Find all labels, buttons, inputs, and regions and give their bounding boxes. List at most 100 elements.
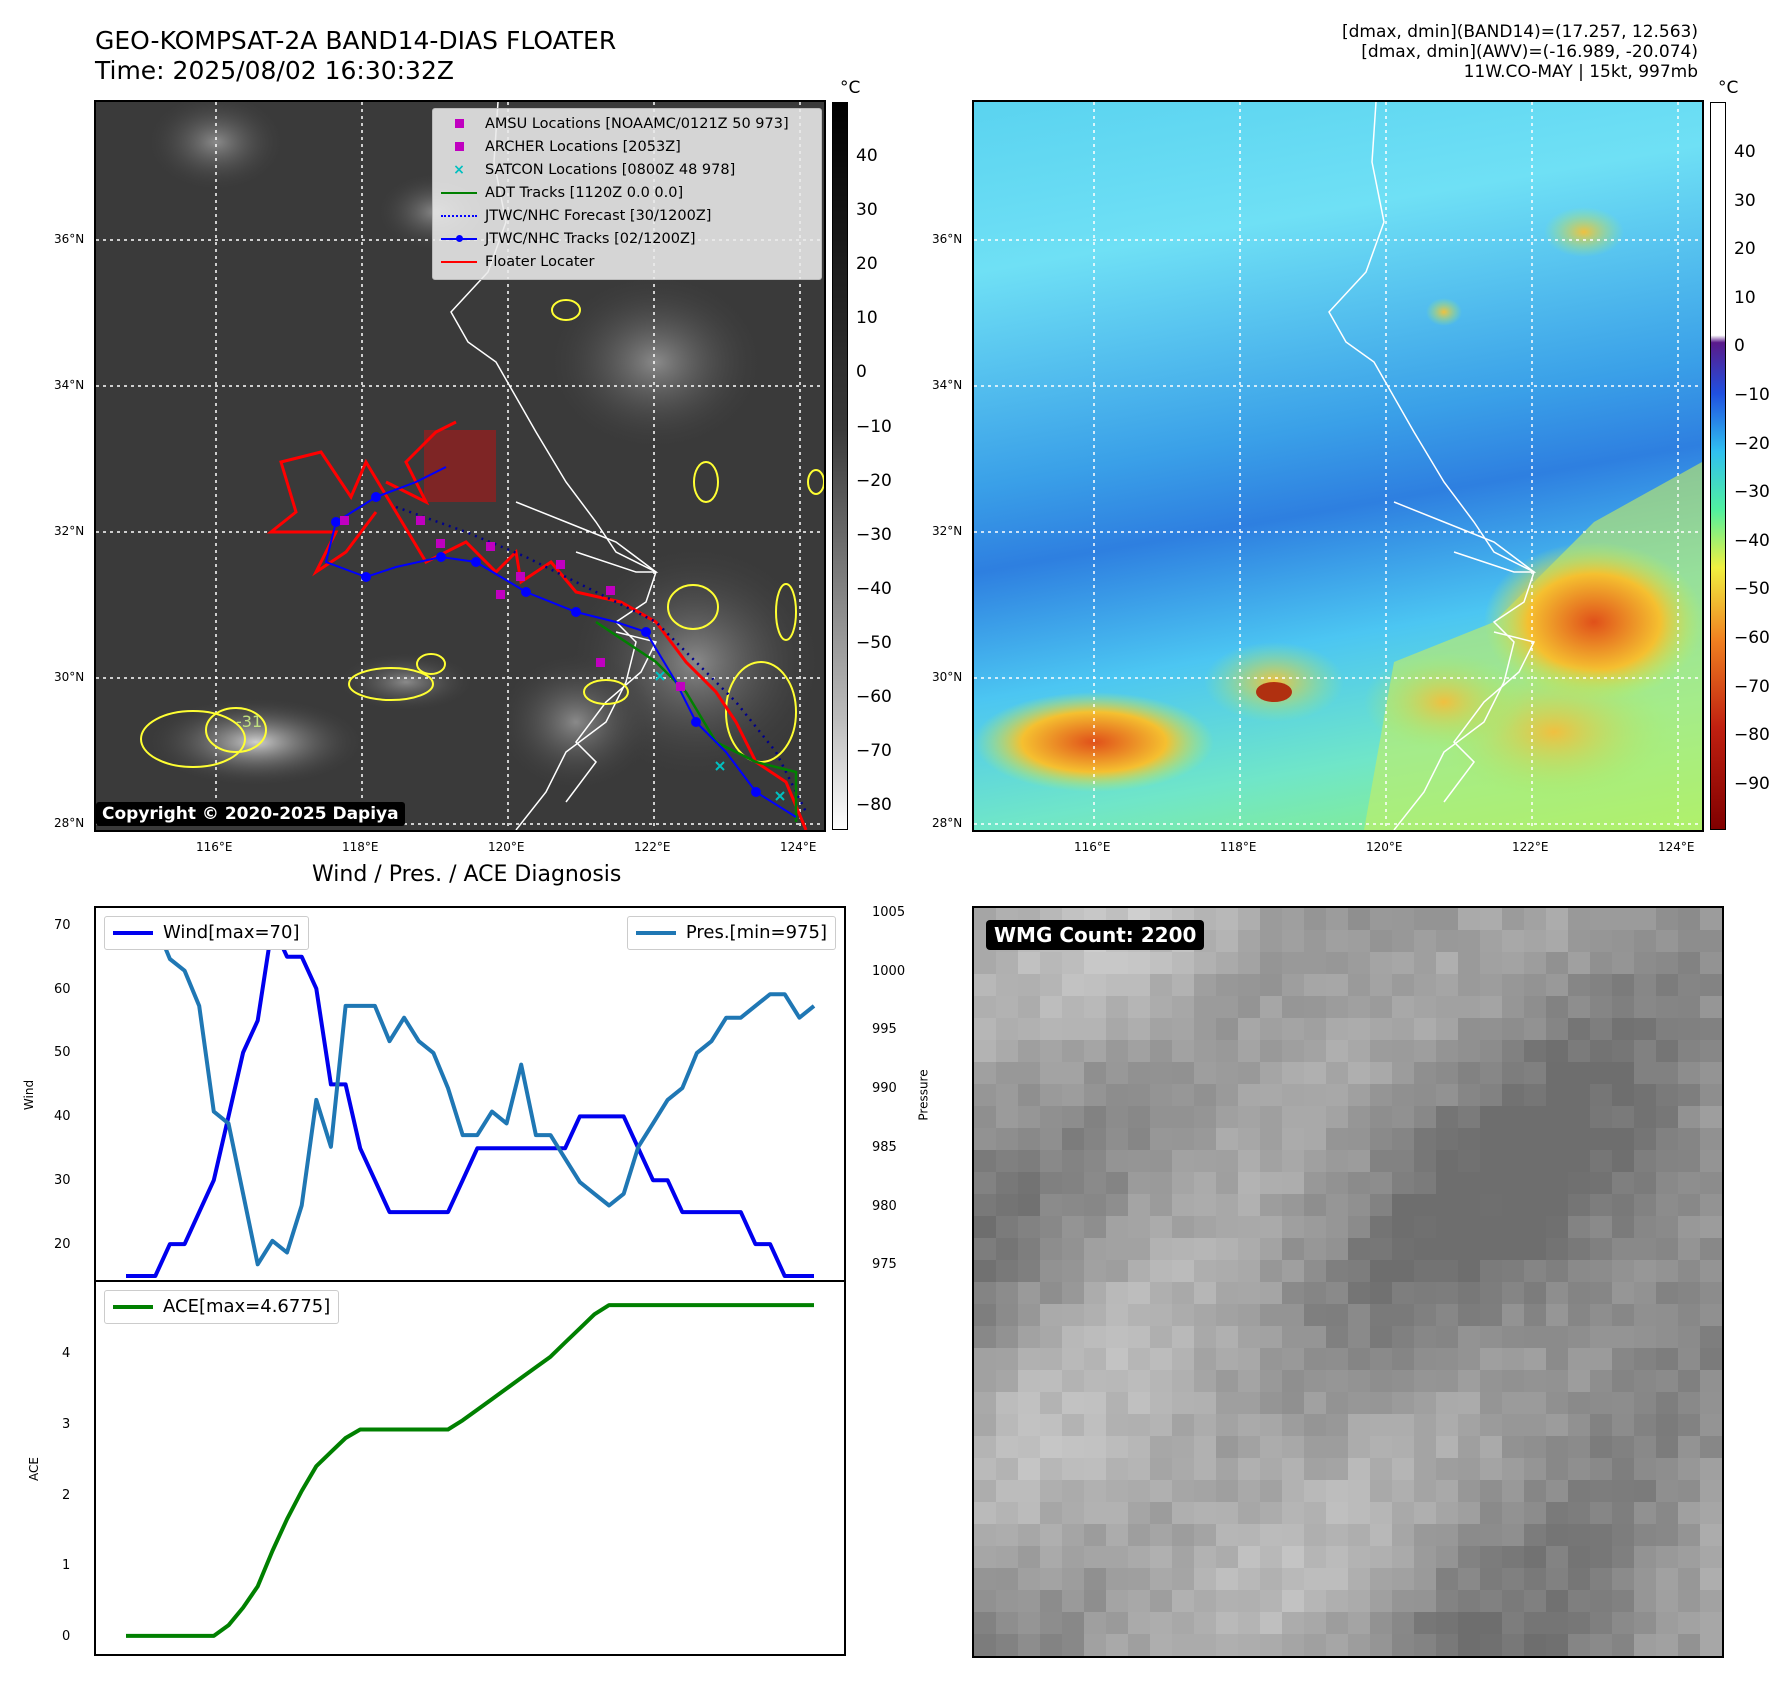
cbar-right-tick: −80: [1734, 725, 1770, 746]
cbar-right-tick: −40: [1734, 530, 1770, 551]
ace-tick: 4: [62, 1346, 71, 1362]
info-awv: [dmax, dmin](AWV)=(-16.989, -20.074): [1361, 42, 1698, 62]
wv-lon-tick-118: 118°E: [1220, 840, 1257, 854]
cbar-left-tick: −20: [856, 470, 892, 491]
figure-title: GEO-KOMPSAT-2A BAND14-DIAS FLOATER Time:…: [95, 26, 616, 86]
lat-tick-32: 32°N: [54, 524, 85, 538]
floater-locater: [266, 420, 808, 830]
legend-tracks: JTWC/NHC Tracks [02/1200Z]: [441, 229, 696, 249]
ir-map-panel: -31 AMSU Locations: [94, 100, 826, 832]
cbar-left-tick: −60: [856, 687, 892, 707]
contour-label: -31: [236, 712, 262, 731]
cbar-left-tick: −40: [856, 578, 892, 599]
cbar-left-unit: °C: [840, 78, 861, 98]
wv-lat-tick-34: 34°N: [932, 378, 963, 392]
floater-box: [424, 430, 496, 502]
ir-map: -31: [96, 102, 824, 830]
wind-tick: 30: [54, 1173, 71, 1189]
colorbar-right: [1710, 102, 1726, 830]
legend-floater: Floater Locater: [441, 252, 594, 272]
wmg-image: [974, 908, 1722, 1656]
wind-tick: 60: [54, 981, 71, 997]
wind-tick: 40: [54, 1109, 71, 1125]
satcon-locations: [655, 671, 785, 801]
cbar-right-tick: −30: [1734, 482, 1770, 503]
cold-cloud-contours: [140, 299, 824, 768]
wind-tick: 20: [54, 1237, 71, 1253]
wind-pressure-panel: Wind[max=70] Pres.[min=975]: [94, 906, 846, 1282]
wv-lat-tick-32: 32°N: [932, 524, 963, 538]
legend-adt: ADT Tracks [1120Z 0.0 0.0]: [441, 183, 683, 203]
wv-lat-tick-36: 36°N: [932, 232, 963, 246]
moisture-features: [974, 207, 1702, 830]
amsu-locations: [340, 516, 685, 691]
lon-tick-116: 116°E: [196, 840, 233, 854]
cbar-left-tick: 0: [856, 362, 867, 383]
wv-map-panel: [972, 100, 1704, 832]
lon-tick-118: 118°E: [342, 840, 379, 854]
cbar-right-unit: °C: [1718, 78, 1739, 98]
pressure-tick: 990: [872, 1081, 897, 1097]
wv-lon-tick-116: 116°E: [1074, 840, 1111, 854]
title-line-2: Time: 2025/08/02 16:30:32Z: [95, 56, 454, 85]
wv-map: [974, 102, 1702, 830]
ace-tick: 2: [62, 1487, 71, 1503]
cbar-right-tick: 30: [1734, 190, 1756, 211]
cbar-right-tick: −10: [1734, 385, 1770, 405]
wv-lon-tick-122: 122°E: [1512, 840, 1549, 854]
legend-archer: ARCHER Locations [2053Z]: [441, 137, 681, 157]
wv-lon-tick-120: 120°E: [1366, 840, 1403, 854]
copyright-label: Copyright © 2020-2025 Dapiya: [96, 802, 405, 826]
cbar-right-tick: 40: [1734, 142, 1756, 162]
ace-legend: ACE[max=4.6775]: [104, 1290, 340, 1324]
wind-pressure-plot: [126, 921, 816, 1278]
cbar-left-tick: −70: [856, 741, 892, 762]
cbar-left-tick: −30: [856, 524, 892, 545]
lat-tick-36: 36°N: [54, 232, 85, 246]
diagnosis-title: Wind / Pres. / ACE Diagnosis: [312, 862, 622, 887]
info-storm: 11W.CO-MAY | 15kt, 997mb: [1463, 62, 1698, 82]
adt-tracks: [595, 620, 798, 822]
wv-grid-lines: [974, 102, 1702, 830]
wind-axis-label: Wind: [22, 1079, 37, 1111]
cbar-right-tick: −20: [1734, 433, 1770, 454]
pressure-tick: 980: [872, 1198, 897, 1214]
pressure-tick: 1005: [872, 905, 906, 920]
legend-forecast: JTWC/NHC Forecast [30/1200Z]: [441, 206, 711, 226]
pressure-tick: 985: [872, 1139, 897, 1155]
cbar-left-tick: 30: [856, 200, 878, 221]
pressure-tick: 995: [872, 1022, 897, 1038]
cbar-left-tick: 40: [856, 146, 878, 166]
cbar-left-tick: −80: [856, 795, 892, 816]
ace-axis-label: ACE: [26, 1457, 41, 1481]
cbar-right-tick: −70: [1734, 676, 1770, 697]
pressure-axis-label: Pressure: [916, 1069, 931, 1121]
pressure-tick: 975: [872, 1257, 897, 1273]
info-band14: [dmax, dmin](BAND14)=(17.257, 12.563): [1341, 22, 1698, 42]
cbar-left-tick: −10: [856, 416, 892, 437]
title-line-1: GEO-KOMPSAT-2A BAND14-DIAS FLOATER: [95, 26, 617, 55]
cbar-right-tick: 0: [1734, 336, 1745, 357]
wv-lon-tick-124: 124°E: [1658, 840, 1695, 854]
lon-tick-122: 122°E: [634, 840, 671, 854]
lon-tick-120: 120°E: [488, 840, 525, 854]
wind-series-line: [126, 922, 814, 1278]
pressure-series-line: [126, 921, 816, 1267]
cbar-right-tick: −60: [1734, 628, 1770, 648]
cbar-right-tick: −50: [1734, 579, 1770, 600]
ace-tick: 3: [62, 1416, 71, 1432]
wmg-panel: WMG Count: 2200: [972, 906, 1724, 1658]
ace-tick: 1: [62, 1558, 71, 1574]
legend-amsu: AMSU Locations [NOAAMC/0121Z 50 973]: [441, 114, 789, 134]
cbar-right-tick: 20: [1734, 239, 1756, 260]
cloud-features: [146, 102, 824, 792]
lat-tick-34: 34°N: [54, 378, 85, 392]
cbar-right-tick: 10: [1734, 287, 1756, 308]
lon-tick-124: 124°E: [780, 840, 817, 854]
wind-tick: 70: [54, 917, 71, 933]
ace-tick: 0: [62, 1628, 71, 1644]
storm-info: [dmax, dmin](BAND14)=(17.257, 12.563) [d…: [1342, 22, 1698, 82]
lat-tick-30: 30°N: [54, 670, 85, 684]
cbar-right-tick: −90: [1734, 773, 1770, 794]
wv-lat-tick-30: 30°N: [932, 670, 963, 684]
